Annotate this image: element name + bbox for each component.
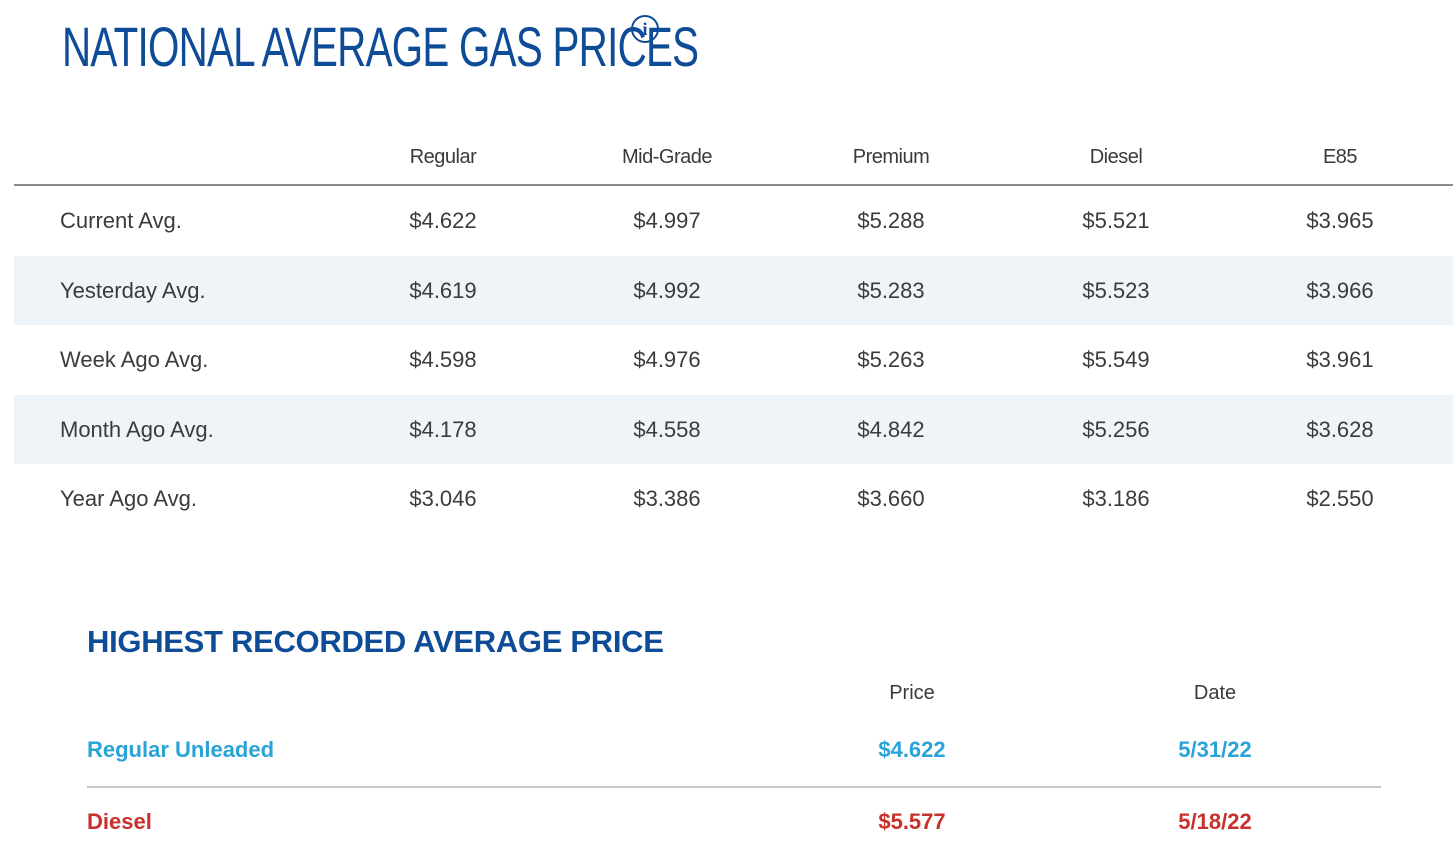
row-label: Month Ago Avg. bbox=[60, 416, 214, 442]
column-header-date: Date bbox=[1193, 682, 1237, 704]
price-cell-regular: $3.046 bbox=[409, 486, 477, 511]
price-cell-diesel: $3.186 bbox=[1082, 486, 1150, 511]
price-cell-mid-grade: $4.997 bbox=[633, 208, 701, 233]
price-cell-regular: $4.622 bbox=[409, 208, 477, 233]
price-table: Regular Mid-Grade Premium Diesel E85 Cur… bbox=[14, 130, 1453, 534]
price-cell-diesel: $5.523 bbox=[1082, 277, 1150, 303]
table-row-month-ago: Month Ago Avg. $4.178 $4.558 $4.842 $5.2… bbox=[14, 394, 1453, 464]
price-cell-diesel: $5.256 bbox=[1082, 416, 1150, 442]
highest-header-row: Price Date bbox=[87, 676, 1381, 716]
highest-recorded-table: Price Date Regular Unleaded $4.622 5/31/… bbox=[87, 676, 1381, 858]
column-header-mid-grade: Mid-Grade bbox=[622, 146, 712, 168]
price-cell-mid-grade: $4.976 bbox=[633, 347, 701, 372]
column-header-e85: E85 bbox=[1322, 146, 1358, 168]
highest-date-cell: 5/18/22 bbox=[1178, 809, 1252, 834]
fuel-type-label: Diesel bbox=[87, 809, 152, 834]
row-label: Year Ago Avg. bbox=[60, 486, 198, 511]
row-label: Week Ago Avg. bbox=[60, 347, 209, 372]
column-header-price: Price bbox=[889, 682, 935, 704]
price-cell-e85: $3.961 bbox=[1306, 347, 1374, 372]
column-header-premium: Premium bbox=[852, 146, 930, 168]
info-icon[interactable]: i bbox=[631, 15, 659, 43]
price-cell-mid-grade: $4.558 bbox=[633, 416, 701, 442]
table-header-row: Regular Mid-Grade Premium Diesel E85 bbox=[14, 130, 1453, 186]
fuel-type-label: Regular Unleaded bbox=[87, 737, 275, 762]
row-label: Current Avg. bbox=[60, 208, 182, 233]
price-cell-diesel: $5.549 bbox=[1082, 347, 1150, 372]
column-header-diesel: Diesel bbox=[1089, 146, 1143, 168]
table-row-week-ago: Week Ago Avg. $4.598 $4.976 $5.263 $5.54… bbox=[14, 325, 1453, 395]
price-cell-regular: $4.598 bbox=[409, 347, 477, 372]
price-cell-e85: $3.965 bbox=[1306, 208, 1374, 233]
highest-row-diesel: Diesel $5.577 5/18/22 bbox=[87, 788, 1381, 858]
price-cell-e85: $3.966 bbox=[1306, 277, 1374, 303]
price-cell-mid-grade: $4.992 bbox=[633, 277, 701, 303]
column-header-regular: Regular bbox=[409, 146, 477, 168]
highest-recorded-title: HIGHEST RECORDED AVERAGE PRICE bbox=[87, 624, 664, 659]
price-cell-premium: $5.288 bbox=[857, 208, 925, 233]
price-cell-regular: $4.178 bbox=[409, 416, 477, 442]
highest-date-cell: 5/31/22 bbox=[1178, 737, 1252, 762]
price-cell-diesel: $5.521 bbox=[1082, 208, 1150, 233]
price-cell-regular: $4.619 bbox=[409, 277, 477, 303]
price-cell-premium: $5.283 bbox=[857, 277, 925, 303]
price-cell-e85: $2.550 bbox=[1306, 486, 1374, 511]
table-row-current: Current Avg. $4.622 $4.997 $5.288 $5.521… bbox=[14, 186, 1453, 256]
row-label: Yesterday Avg. bbox=[60, 277, 206, 303]
price-cell-mid-grade: $3.386 bbox=[633, 486, 701, 511]
price-cell-premium: $4.842 bbox=[857, 416, 925, 442]
table-row-yesterday: Yesterday Avg. $4.619 $4.992 $5.283 $5.5… bbox=[14, 255, 1453, 325]
price-cell-e85: $3.628 bbox=[1306, 416, 1374, 442]
price-cell-premium: $3.660 bbox=[857, 486, 925, 511]
price-cell-premium: $5.263 bbox=[857, 347, 925, 372]
table-row-year-ago: Year Ago Avg. $3.046 $3.386 $3.660 $3.18… bbox=[14, 464, 1453, 534]
highest-price-cell: $4.622 bbox=[878, 737, 946, 762]
highest-row-regular-unleaded: Regular Unleaded $4.622 5/31/22 bbox=[87, 716, 1381, 788]
page-title: NATIONAL AVERAGE GAS PRICES bbox=[62, 15, 699, 78]
highest-price-cell: $5.577 bbox=[878, 809, 946, 834]
